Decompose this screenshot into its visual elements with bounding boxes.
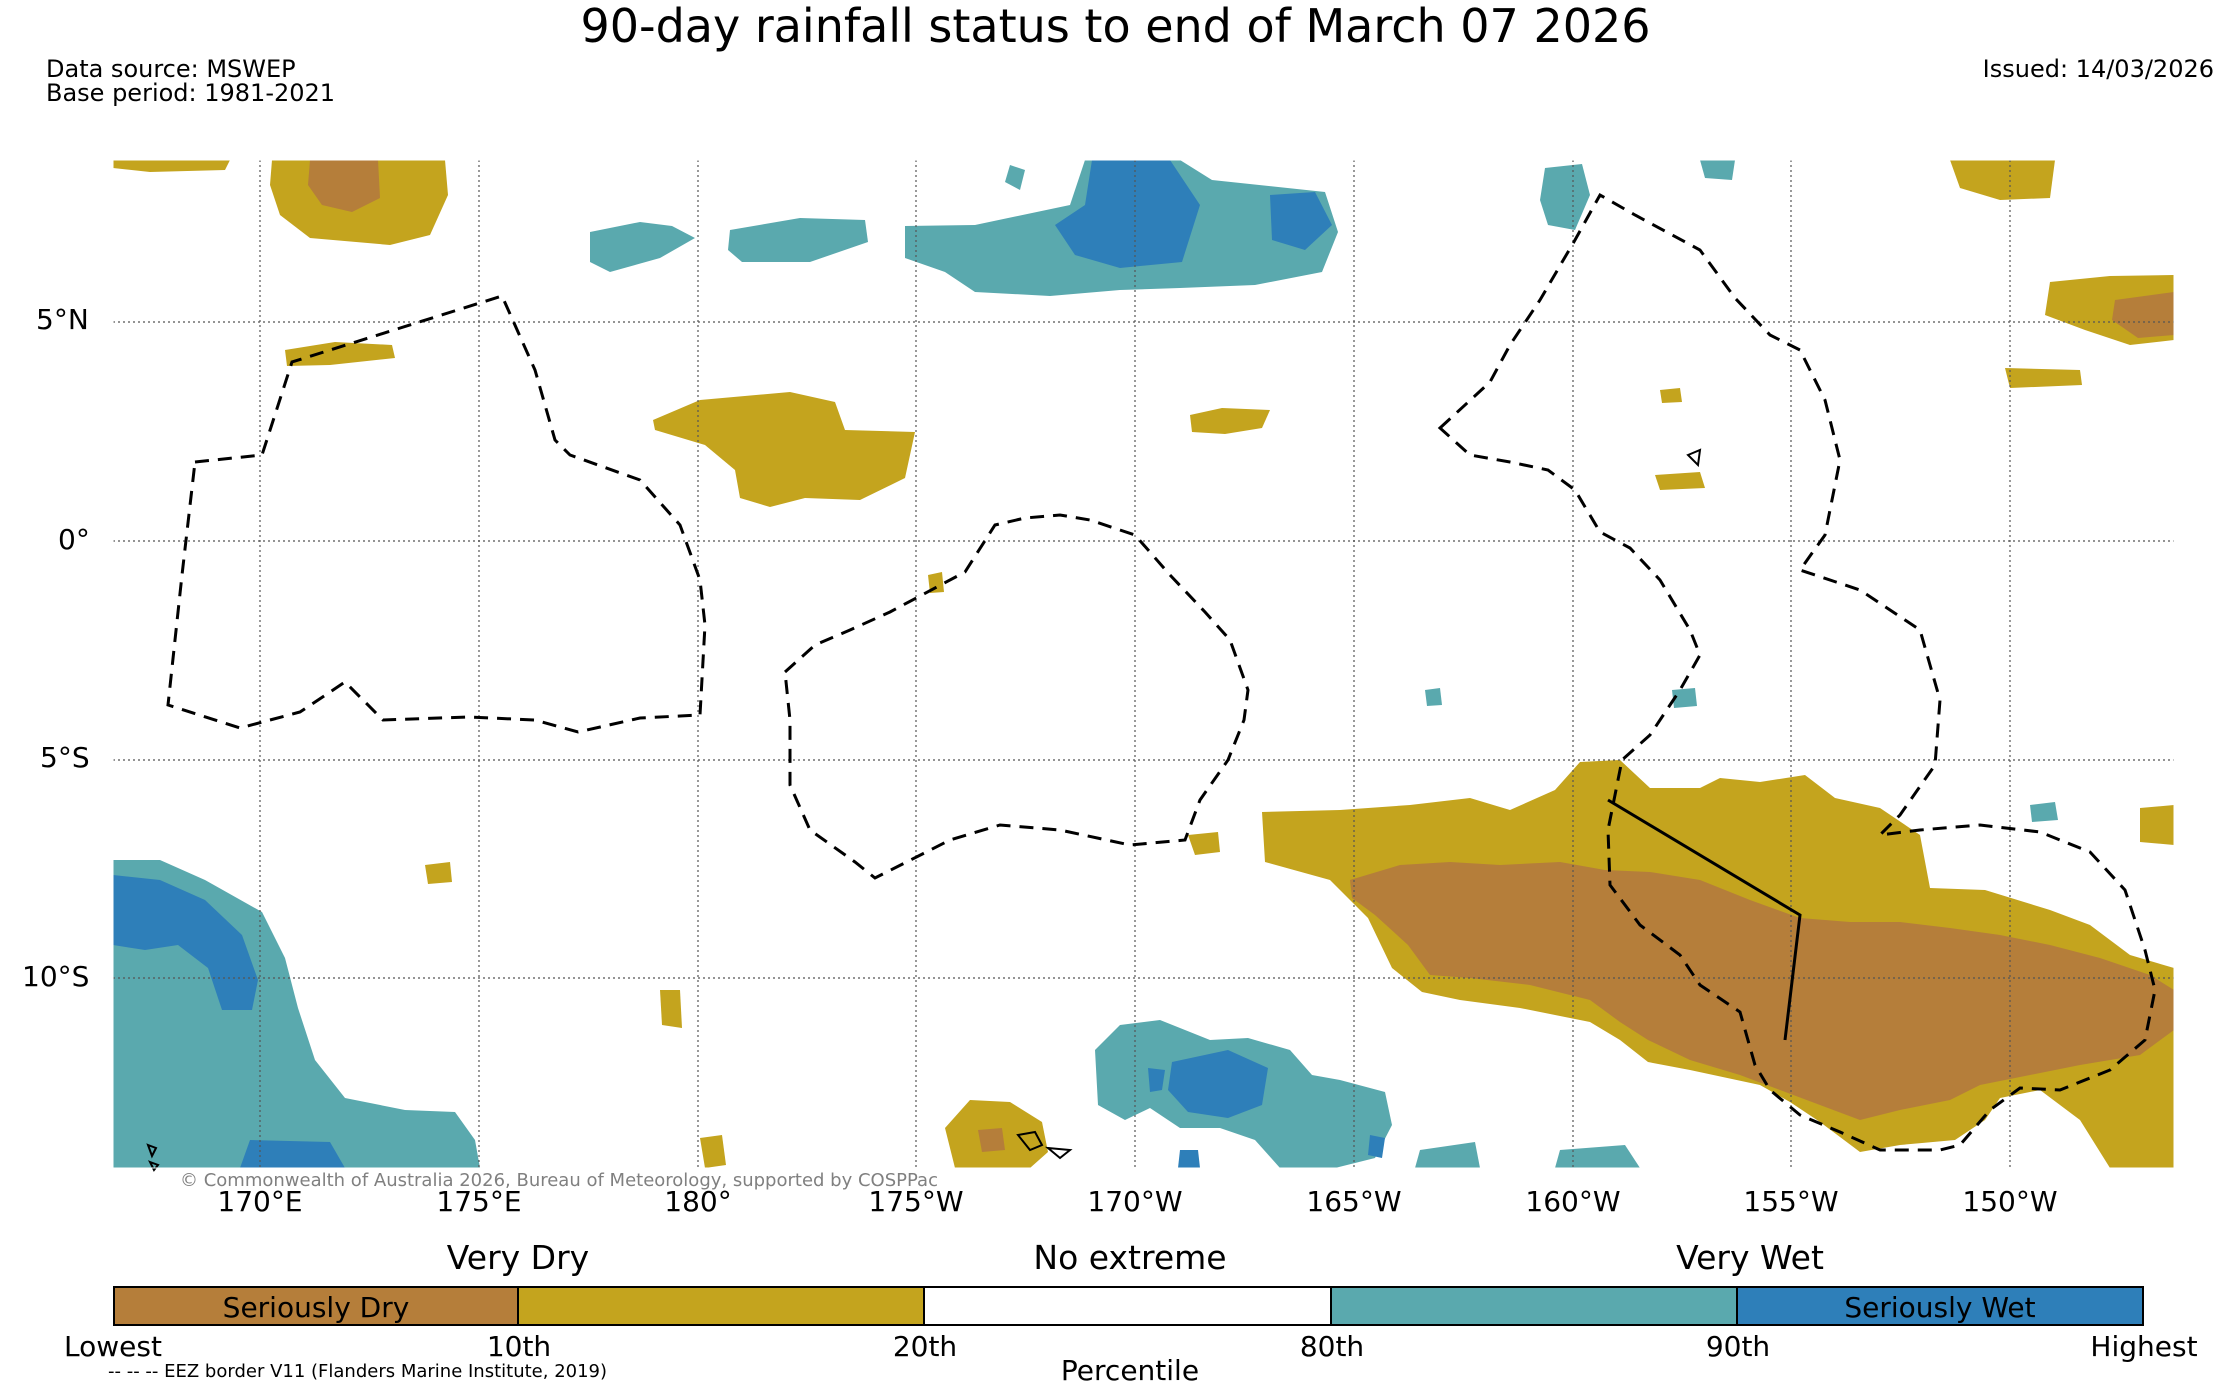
seriously-dry-region xyxy=(2112,292,2174,338)
seriously-dry-region xyxy=(978,1128,1005,1152)
very-dry-region xyxy=(1950,160,2055,200)
lat-label-0: 0° xyxy=(58,523,90,556)
percentile-20th: 20th xyxy=(892,1330,958,1363)
very-dry-region xyxy=(1660,388,1682,403)
eez-border-kiribati-gilbert xyxy=(166,294,707,734)
lon-label-180: 180° xyxy=(664,1185,732,1218)
seriously-wet-region xyxy=(1368,1135,1385,1158)
very-dry-region xyxy=(113,160,230,172)
data-source: Data source: MSWEP xyxy=(46,55,296,83)
seriously-wet-region xyxy=(1148,1068,1165,1092)
seriously-wet-region xyxy=(1270,192,1332,250)
copyright-notice: © Commonwealth of Australia 2026, Bureau… xyxy=(180,1170,938,1191)
eez-border-kiribati-line xyxy=(1437,192,2157,1152)
very-wet-region xyxy=(1700,160,1735,180)
colorbar-very-dry xyxy=(519,1286,925,1326)
seriously-wet-region xyxy=(1168,1050,1268,1118)
percentile-10th: 10th xyxy=(486,1330,552,1363)
very-wet-region xyxy=(1415,1142,1480,1168)
very-dry-region xyxy=(2140,805,2174,845)
colorbar: Seriously Dry Seriously Wet xyxy=(113,1286,2144,1326)
very-wet-region xyxy=(1005,165,1025,190)
lon-label-150w: 150°W xyxy=(1962,1185,2058,1218)
percentile-highest: Highest xyxy=(2090,1330,2198,1363)
colorbar-seriously-wet: Seriously Wet xyxy=(1738,1286,2144,1326)
lon-label-170e: 170°E xyxy=(217,1185,303,1218)
percentile-axis-label: Percentile xyxy=(1060,1354,1200,1387)
boundary-line xyxy=(1607,798,1802,1041)
very-dry-region xyxy=(285,342,395,366)
lon-label-175e: 175°E xyxy=(436,1185,522,1218)
very-wet-region xyxy=(1672,688,1697,708)
issued-date: Issued: 14/03/2026 xyxy=(1982,55,2214,83)
seriously-wet-region xyxy=(1178,1150,1200,1168)
colorbar-seriously-dry: Seriously Dry xyxy=(113,1286,519,1326)
very-wet-region xyxy=(1540,164,1590,230)
lon-label-175w: 175°W xyxy=(868,1185,964,1218)
lat-label-10s: 10°S xyxy=(22,960,90,993)
base-period: Base period: 1981-2021 xyxy=(46,79,336,107)
very-dry-region xyxy=(928,572,944,593)
seriously-wet-region xyxy=(240,1140,345,1168)
very-dry-region xyxy=(1190,408,1270,434)
legend-category-very-dry: Very Dry xyxy=(446,1238,590,1277)
seriously-dry-region xyxy=(1350,862,2174,1120)
colorbar-label-seriously-dry: Seriously Dry xyxy=(222,1291,410,1324)
very-dry-region xyxy=(2005,368,2082,388)
colorbar-very-wet xyxy=(1332,1286,1738,1326)
very-dry-region xyxy=(653,392,915,507)
eez-border-kiribati-phoenix xyxy=(783,513,1250,880)
percentile-80th: 80th xyxy=(1299,1330,1365,1363)
eez-legend-note: -- -- -- EEZ border V11 (Flanders Marine… xyxy=(108,1361,608,1382)
percentile-90th: 90th xyxy=(1705,1330,1771,1363)
lon-label-165w: 165°W xyxy=(1306,1185,1402,1218)
map-title: 90-day rainfall status to end of March 0… xyxy=(580,0,1651,53)
very-dry-region xyxy=(660,990,682,1028)
very-wet-region xyxy=(728,218,868,262)
eez-borders xyxy=(166,192,2157,1152)
rainfall-anomaly-layer xyxy=(113,160,2174,1168)
map-frame xyxy=(112,159,2175,1169)
very-wet-region xyxy=(2030,802,2058,822)
very-dry-region xyxy=(425,862,452,884)
very-wet-region xyxy=(1555,1145,1640,1168)
lon-label-160w: 160°W xyxy=(1525,1185,1621,1218)
lon-label-155w: 155°W xyxy=(1743,1185,1839,1218)
seriously-dry-region xyxy=(308,160,380,212)
very-dry-region xyxy=(1188,832,1220,855)
lon-label-170w: 170°W xyxy=(1087,1185,1183,1218)
lat-label-5n: 5°N xyxy=(36,303,89,336)
percentile-lowest: Lowest xyxy=(64,1330,162,1363)
seriously-wet-region xyxy=(1055,160,1200,268)
legend-category-very-wet: Very Wet xyxy=(1676,1238,1824,1277)
legend-category-no-extreme: No extreme xyxy=(1033,1238,1227,1277)
colorbar-no-extreme xyxy=(925,1286,1332,1326)
colorbar-label-seriously-wet: Seriously Wet xyxy=(1844,1291,2036,1324)
seriously-wet-region xyxy=(113,875,258,1010)
very-dry-region xyxy=(1655,472,1705,490)
very-wet-region xyxy=(1425,688,1442,706)
very-dry-region xyxy=(700,1135,726,1168)
very-wet-region xyxy=(590,222,695,272)
lat-label-5s: 5°S xyxy=(40,741,90,774)
